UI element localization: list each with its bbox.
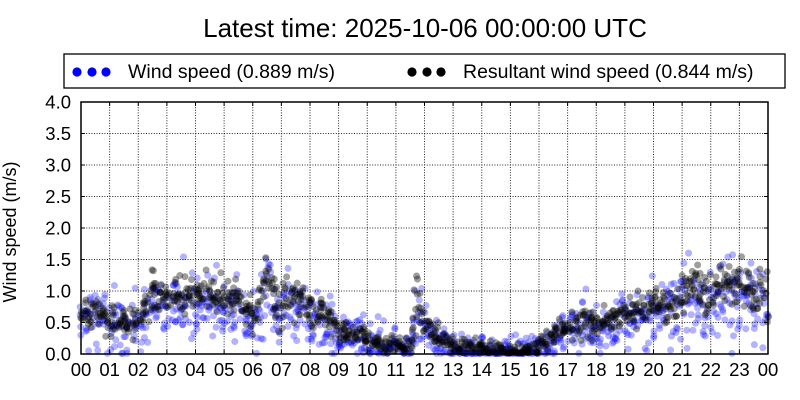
svg-text:2.0: 2.0 [45,218,71,239]
svg-text:23: 23 [729,359,750,380]
svg-text:06: 06 [242,359,263,380]
svg-text:4.0: 4.0 [45,92,71,113]
svg-text:2.5: 2.5 [45,186,71,207]
svg-text:08: 08 [300,359,321,380]
svg-text:13: 13 [443,359,464,380]
svg-text:07: 07 [271,359,292,380]
svg-text:Resultant wind speed (0.844 m/: Resultant wind speed (0.844 m/s) [463,61,753,83]
svg-text:02: 02 [128,359,149,380]
svg-text:Latest time: 2025-10-06 00:00:: Latest time: 2025-10-06 00:00:00 UTC [203,13,647,43]
svg-text:15: 15 [500,359,521,380]
svg-text:21: 21 [672,359,693,380]
svg-text:10: 10 [357,359,378,380]
svg-text:16: 16 [529,359,550,380]
svg-text:12: 12 [414,359,435,380]
svg-text:0.5: 0.5 [45,312,71,333]
svg-text:0.0: 0.0 [45,344,71,365]
svg-text:00: 00 [71,359,92,380]
svg-text:1.5: 1.5 [45,249,71,270]
svg-text:19: 19 [615,359,636,380]
svg-text:1.0: 1.0 [45,281,71,302]
svg-text:22: 22 [700,359,721,380]
svg-text:00: 00 [758,359,779,380]
svg-text:03: 03 [157,359,178,380]
svg-text:3.5: 3.5 [45,123,71,144]
svg-text:Wind speed (0.889 m/s): Wind speed (0.889 m/s) [128,61,335,83]
svg-text:04: 04 [185,359,206,380]
svg-text:05: 05 [214,359,235,380]
svg-text:14: 14 [471,359,492,380]
svg-text:01: 01 [99,359,120,380]
svg-text:09: 09 [328,359,349,380]
svg-text:18: 18 [586,359,607,380]
svg-text:3.0: 3.0 [45,155,71,176]
svg-text:11: 11 [386,359,405,380]
svg-text:Wind speed (m/s): Wind speed (m/s) [0,161,20,302]
svg-text:20: 20 [643,359,664,380]
svg-text:17: 17 [557,359,578,380]
